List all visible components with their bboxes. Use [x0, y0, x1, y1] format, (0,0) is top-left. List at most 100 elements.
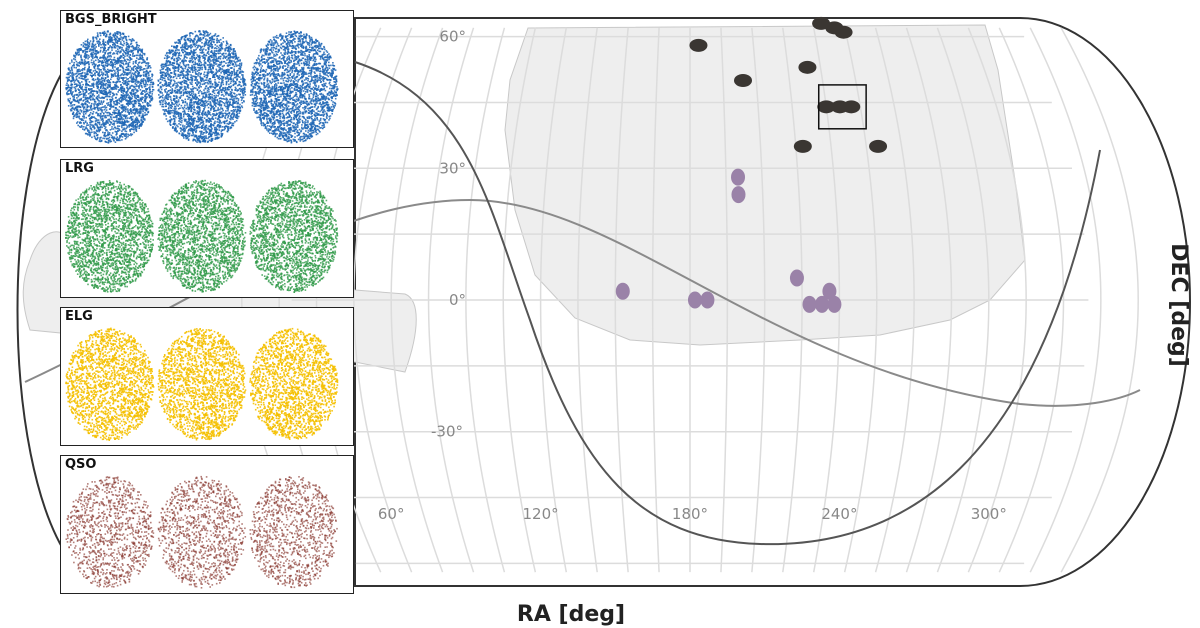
density-point: [107, 137, 110, 140]
density-point: [210, 60, 212, 62]
density-point: [98, 78, 101, 81]
density-point: [227, 57, 230, 60]
density-point: [167, 112, 169, 114]
density-point: [180, 83, 183, 86]
density-point: [74, 52, 77, 55]
density-point: [76, 93, 78, 96]
density-point: [211, 51, 213, 53]
density-point: [135, 89, 138, 91]
density-point: [201, 103, 203, 106]
density-point: [149, 96, 151, 99]
density-point: [199, 32, 202, 35]
density-point: [128, 96, 130, 99]
density-point: [105, 50, 107, 52]
density-point: [185, 45, 188, 47]
density-point: [173, 95, 175, 97]
density-point: [210, 126, 213, 129]
density-point: [174, 87, 177, 89]
density-point: [129, 50, 131, 53]
density-point: [121, 73, 124, 75]
density-point: [203, 83, 206, 85]
field-marker: [817, 100, 836, 114]
density-point: [123, 40, 125, 43]
density-point: [198, 62, 201, 65]
density-point: [151, 78, 153, 81]
density-point: [144, 96, 147, 98]
density-point: [144, 73, 147, 75]
density-point: [65, 87, 67, 89]
density-point: [112, 75, 114, 77]
density-point: [123, 73, 126, 76]
density-point: [190, 128, 193, 130]
density-point: [96, 119, 99, 121]
density-point: [206, 104, 208, 107]
density-point: [136, 99, 139, 101]
galactic-plane-curve: [354, 61, 1101, 546]
density-point: [187, 78, 189, 80]
density-point: [93, 53, 96, 55]
density-point: [97, 119, 100, 121]
density-point: [243, 78, 246, 81]
density-point: [240, 63, 243, 66]
density-point: [77, 84, 79, 86]
density-point: [116, 40, 119, 42]
density-point: [96, 96, 99, 98]
density-point: [89, 113, 91, 116]
density-point: [185, 82, 188, 84]
density-point: [116, 53, 119, 55]
density-point: [122, 128, 124, 131]
density-point: [224, 86, 227, 89]
density-point: [85, 46, 88, 49]
density-point: [176, 51, 178, 54]
density-point: [102, 67, 105, 70]
density-point: [227, 127, 230, 130]
density-point: [95, 90, 98, 93]
density-point: [92, 45, 94, 47]
density-point: [141, 80, 144, 82]
density-point: [218, 126, 220, 129]
density-point: [129, 59, 131, 62]
density-point: [138, 85, 141, 87]
density-point: [200, 72, 202, 75]
density-point: [117, 127, 119, 130]
density-point: [111, 97, 114, 100]
density-point: [78, 48, 81, 50]
density-point: [212, 74, 214, 77]
density-point: [142, 82, 145, 84]
field-marker: [789, 269, 804, 287]
density-point: [198, 137, 200, 140]
density-point: [148, 78, 150, 80]
density-point: [201, 48, 203, 51]
density-point: [104, 51, 107, 54]
density-point: [226, 59, 228, 61]
density-point: [220, 135, 223, 138]
density-point: [220, 122, 223, 124]
density-point: [91, 75, 93, 78]
density-point: [102, 87, 104, 90]
density-point: [132, 122, 135, 124]
density-point: [169, 96, 172, 98]
density-point: [176, 90, 179, 93]
density-point: [125, 107, 127, 110]
density-point: [204, 92, 207, 94]
density-point: [236, 117, 238, 119]
density-point: [100, 85, 102, 88]
density-point: [105, 91, 107, 93]
density-point: [164, 83, 166, 86]
density-point: [75, 116, 78, 118]
density-point: [190, 49, 192, 52]
density-point: [71, 59, 73, 61]
density-point: [242, 89, 244, 92]
density-point: [169, 116, 171, 118]
density-point: [119, 46, 122, 49]
density-point: [77, 80, 80, 82]
density-point: [216, 118, 219, 121]
density-point: [148, 88, 151, 91]
density-point: [100, 81, 103, 84]
density-point: [208, 98, 210, 101]
density-point: [197, 66, 199, 69]
density-point: [103, 33, 105, 35]
density-point: [139, 98, 142, 100]
density-point: [159, 87, 162, 89]
density-point: [88, 131, 91, 133]
